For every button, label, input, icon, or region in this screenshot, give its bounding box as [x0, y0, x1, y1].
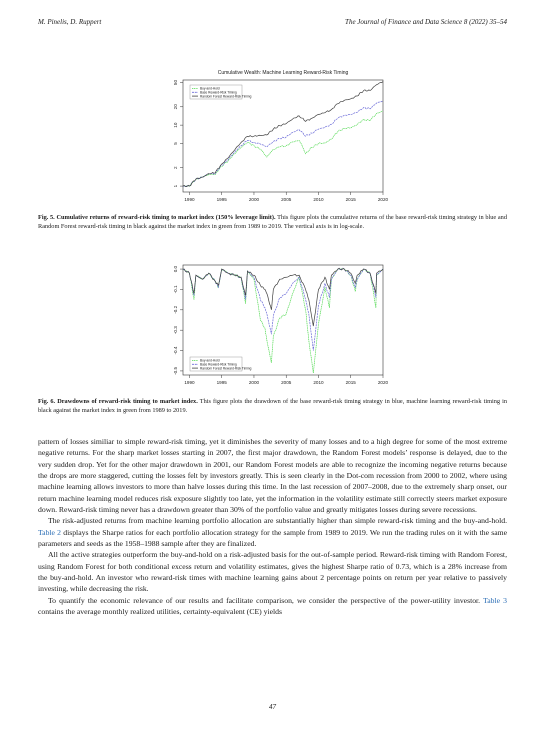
figure-6-caption-label: Fig. 6.	[38, 398, 56, 405]
series-line	[182, 267, 384, 351]
legend-label: Random Forest Reward-Risk Timing	[200, 366, 252, 370]
figure-5-caption-text: This figure plots the cumulative returns…	[38, 214, 507, 231]
y-tick-label: 20	[173, 104, 178, 110]
legend-box	[189, 84, 243, 100]
series-line	[182, 81, 384, 187]
body-text: pattern of losses similiar to simple rew…	[38, 436, 507, 618]
figure-6-caption: Fig. 6. Drawdowns of reward-risk timing …	[38, 397, 507, 415]
y-tick-label: 1	[173, 184, 178, 187]
legend-label: Random Forest Reward-Risk Timing	[200, 94, 252, 98]
y-tick-label: -0.2	[173, 305, 178, 313]
legend-label: Base Reward-Risk Timing	[200, 91, 237, 95]
y-tick-label: -0.1	[173, 285, 178, 293]
y-tick-label: -0.4	[173, 346, 178, 354]
paragraph-4-text-b: contains the average monthly realized ut…	[38, 607, 282, 617]
x-tick-label: 2000	[249, 197, 260, 202]
figure-5-chart: Cumulative Wealth: Machine Learning Rewa…	[163, 58, 391, 208]
paragraph-2-text-a: The risk-adjusted returns from machine l…	[48, 516, 507, 526]
x-tick-label: 2010	[313, 380, 324, 385]
cumulative-wealth-svg: Cumulative Wealth: Machine Learning Rewa…	[173, 70, 389, 202]
x-tick-label: 1990	[184, 380, 195, 385]
figure-5-caption: Fig. 5. Cumulative returns of reward-ris…	[38, 213, 507, 231]
y-tick-label: 50	[173, 80, 178, 86]
x-tick-label: 2000	[249, 380, 260, 385]
legend-box	[189, 356, 243, 372]
plot-frame	[182, 79, 384, 193]
figure-5-caption-bold: Cumulative returns of reward-risk timing…	[56, 214, 276, 221]
chart-title: Cumulative Wealth: Machine Learning Rewa…	[218, 70, 349, 76]
figure-5-caption-label: Fig. 5.	[38, 214, 55, 221]
y-tick-label: 2	[173, 166, 178, 169]
paragraph-3: All the active strategies outperform the…	[38, 550, 507, 594]
legend-label: Base Reward-Risk Timing	[200, 363, 237, 367]
series-line	[182, 267, 384, 327]
page-number: 47	[269, 703, 276, 711]
series-line	[182, 110, 384, 187]
x-tick-label: 2020	[378, 197, 389, 202]
y-tick-label: 0.0	[173, 265, 178, 272]
plot-frame	[182, 264, 384, 376]
series-line	[182, 100, 384, 188]
x-tick-label: 1995	[217, 197, 228, 202]
x-tick-label: 2015	[346, 197, 357, 202]
paragraph-4-text-a: To quantify the economic relevance of ou…	[48, 595, 484, 605]
running-header: M. Pinelis, D. Ruppert The Journal of Fi…	[38, 18, 507, 30]
x-tick-label: 2010	[313, 197, 324, 202]
legend-label: Buy-and-Hold	[200, 87, 220, 91]
paragraph-4: To quantify the economic relevance of ou…	[38, 595, 507, 618]
y-tick-label: -0.5	[173, 367, 178, 375]
paragraph-2: The risk-adjusted returns from machine l…	[38, 515, 507, 549]
figure-6-caption-text: This figure plots the drawdown of the ba…	[38, 398, 507, 415]
y-tick-label: -0.3	[173, 326, 178, 334]
y-tick-label: 10	[173, 122, 178, 128]
drawdown-svg: 1990 1995 2000 2005 2010 2015 2020 0.0 -0.1 -0.2 -…	[173, 264, 389, 385]
y-tick-label: 5	[173, 142, 178, 145]
x-tick-label: 2005	[281, 380, 292, 385]
legend-label: Buy-and-Hold	[200, 359, 220, 363]
x-tick-label: 2005	[281, 197, 292, 202]
header-journal: The Journal of Finance and Data Science …	[345, 18, 507, 26]
paragraph-1: pattern of losses similiar to simple rew…	[38, 437, 507, 515]
header-authors: M. Pinelis, D. Ruppert	[38, 18, 102, 26]
figure-6-caption-bold: Drawdowns of reward-risk timing to marke…	[57, 398, 198, 405]
x-tick-label: 1990	[184, 197, 195, 202]
table-2-link[interactable]: Table 2	[38, 527, 62, 537]
x-tick-label: 2015	[346, 380, 357, 385]
x-tick-label: 1995	[217, 380, 228, 385]
table-3-link[interactable]: Table 3	[483, 595, 507, 605]
figure-6-chart: 1990 1995 2000 2005 2010 2015 2020 0.0 -0.1 -0.2 -…	[163, 261, 391, 393]
paragraph-2-text-b: displays the Sharpe ratios for each port…	[38, 527, 507, 549]
x-tick-label: 2020	[378, 380, 389, 385]
